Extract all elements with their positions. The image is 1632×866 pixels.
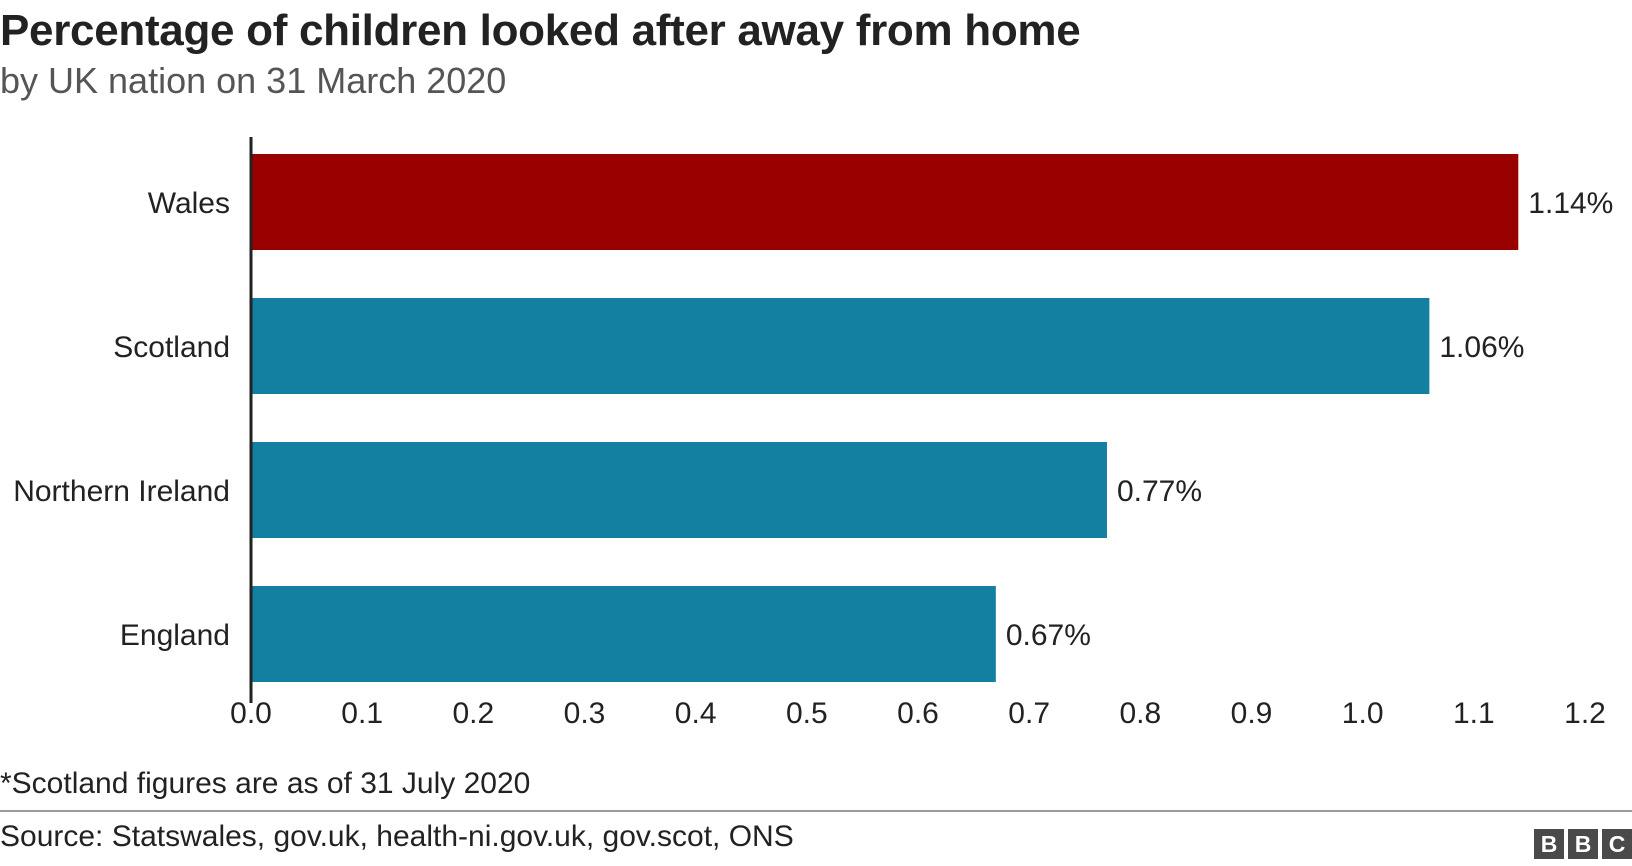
x-tick-label: 0.1 — [341, 697, 383, 730]
logo-letter-c: C — [1602, 829, 1632, 859]
footer-divider — [0, 810, 1632, 812]
x-tick-label: 0.6 — [897, 697, 939, 730]
bar-northern-ireland — [251, 442, 1107, 538]
x-tick-label: 0.5 — [786, 697, 828, 730]
value-label-northern-ireland: 0.77% — [1117, 475, 1202, 508]
x-tick-label: 0.8 — [1119, 697, 1161, 730]
footnote: *Scotland figures are as of 31 July 2020 — [0, 767, 531, 800]
x-tick-label: 1.1 — [1453, 697, 1495, 730]
chart-subtitle: by UK nation on 31 March 2020 — [0, 60, 507, 101]
category-label-wales: Wales — [148, 187, 230, 220]
chart-title: Percentage of children looked after away… — [0, 6, 1081, 55]
x-tick-label: 1.0 — [1342, 697, 1384, 730]
value-label-wales: 1.14% — [1528, 187, 1613, 220]
value-label-scotland: 1.06% — [1439, 331, 1524, 364]
x-tick-label: 1.2 — [1564, 697, 1606, 730]
x-tick-label: 0.9 — [1231, 697, 1273, 730]
x-tick-label: 0.7 — [1008, 697, 1050, 730]
x-tick-label: 0.3 — [564, 697, 606, 730]
category-label-scotland: Scotland — [113, 331, 230, 364]
category-label-england: England — [120, 619, 230, 652]
bar-chart: Wales 1.14% Scotland 1.06% Northern Ireland 0… — [13, 137, 1613, 730]
source-text: Source: Statswales, gov.uk, health-ni.go… — [0, 820, 794, 853]
x-tick-label: 0.2 — [452, 697, 494, 730]
category-label-northern-ireland: Northern Ireland — [13, 475, 230, 508]
bar-england — [251, 586, 996, 682]
value-label-england: 0.67% — [1006, 619, 1091, 652]
bar-wales — [251, 154, 1519, 250]
logo-letter-b1: B — [1534, 829, 1564, 859]
x-tick-label: 0.4 — [675, 697, 717, 730]
bbc-logo: B B C — [1534, 829, 1632, 859]
bar-scotland — [251, 298, 1430, 394]
x-tick-label: 0.0 — [230, 697, 272, 730]
logo-letter-b2: B — [1568, 829, 1598, 859]
